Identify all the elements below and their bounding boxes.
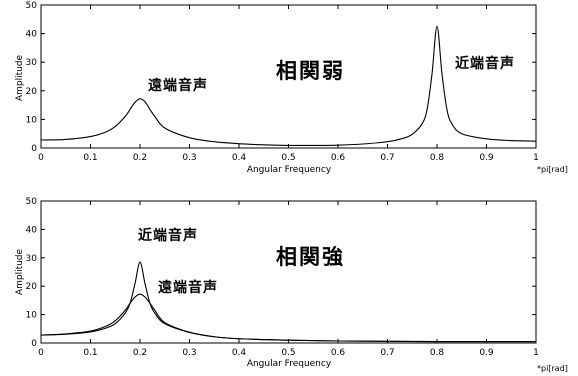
annotation-main: 相関弱 [276, 59, 345, 83]
x-tick-label: 0.4 [232, 153, 247, 163]
x-tick-label: 0.1 [83, 153, 97, 163]
y-tick-label: 50 [26, 197, 38, 207]
y-tick-label: 40 [26, 225, 38, 235]
y-tick-label: 0 [31, 144, 37, 154]
y-tick-label: 30 [26, 254, 38, 264]
x-tick-label: 0.7 [380, 153, 394, 163]
x-unit-label: *pi[rad] [537, 364, 568, 373]
chart-panel-bottom: 相関強 近端音声 遠端音声 Angular Frequency Amplitud… [15, 197, 568, 373]
x-axis-label: Angular Frequency [247, 165, 332, 175]
x-tick-label: 1 [533, 153, 539, 163]
series-line-1 [40, 261, 536, 343]
annotation-peak-b: 遠端音声 [158, 279, 218, 296]
x-tick-label: 0.3 [182, 153, 196, 163]
x-tick-label: 0.3 [182, 348, 196, 358]
x-tick-label: 0.8 [430, 153, 445, 163]
x-tick-label: 0 [38, 153, 44, 163]
x-tick-label: 0.9 [479, 153, 494, 163]
x-tick-label: 0.2 [133, 348, 147, 358]
y-tick-label: 10 [26, 115, 38, 125]
y-tick-label: 0 [31, 339, 37, 349]
y-tick-label: 50 [26, 1, 38, 11]
x-unit-label: *pi[rad] [537, 165, 568, 174]
x-tick-label: 0 [38, 348, 44, 358]
x-tick-label: 0.6 [331, 153, 346, 163]
x-tick-label: 0.9 [479, 348, 494, 358]
x-tick-label: 0.1 [83, 348, 97, 358]
annotation-peak-b: 近端音声 [455, 55, 515, 72]
chart-panel-top: 相関弱 遠端音声 近端音声 Angular Frequency Amplitud… [15, 1, 568, 175]
annotation-peak-a: 近端音声 [138, 227, 198, 244]
annotation-peak-a: 遠端音声 [148, 77, 208, 94]
x-tick-label: 0.7 [380, 348, 394, 358]
y-axis-label: Amplitude [15, 54, 25, 101]
x-tick-label: 0.2 [133, 153, 147, 163]
y-tick-label: 30 [26, 58, 38, 68]
y-tick-label: 20 [26, 87, 38, 97]
x-tick-label: 0.8 [430, 348, 445, 358]
x-tick-label: 0.4 [232, 348, 247, 358]
plot-frame [40, 200, 537, 344]
x-tick-label: 0.6 [331, 348, 346, 358]
x-axis-label: Angular Frequency [247, 359, 332, 369]
y-tick-label: 10 [26, 311, 38, 321]
y-tick-label: 40 [26, 30, 38, 40]
x-tick-label: 1 [533, 348, 539, 358]
series-line-0 [40, 293, 536, 343]
x-tick-label: 0.5 [281, 153, 295, 163]
y-axis-label: Amplitude [15, 248, 25, 295]
series-line-0 [40, 25, 537, 147]
annotation-main: 相関強 [276, 245, 345, 269]
y-tick-label: 20 [26, 282, 38, 292]
x-tick-label: 0.5 [281, 348, 295, 358]
